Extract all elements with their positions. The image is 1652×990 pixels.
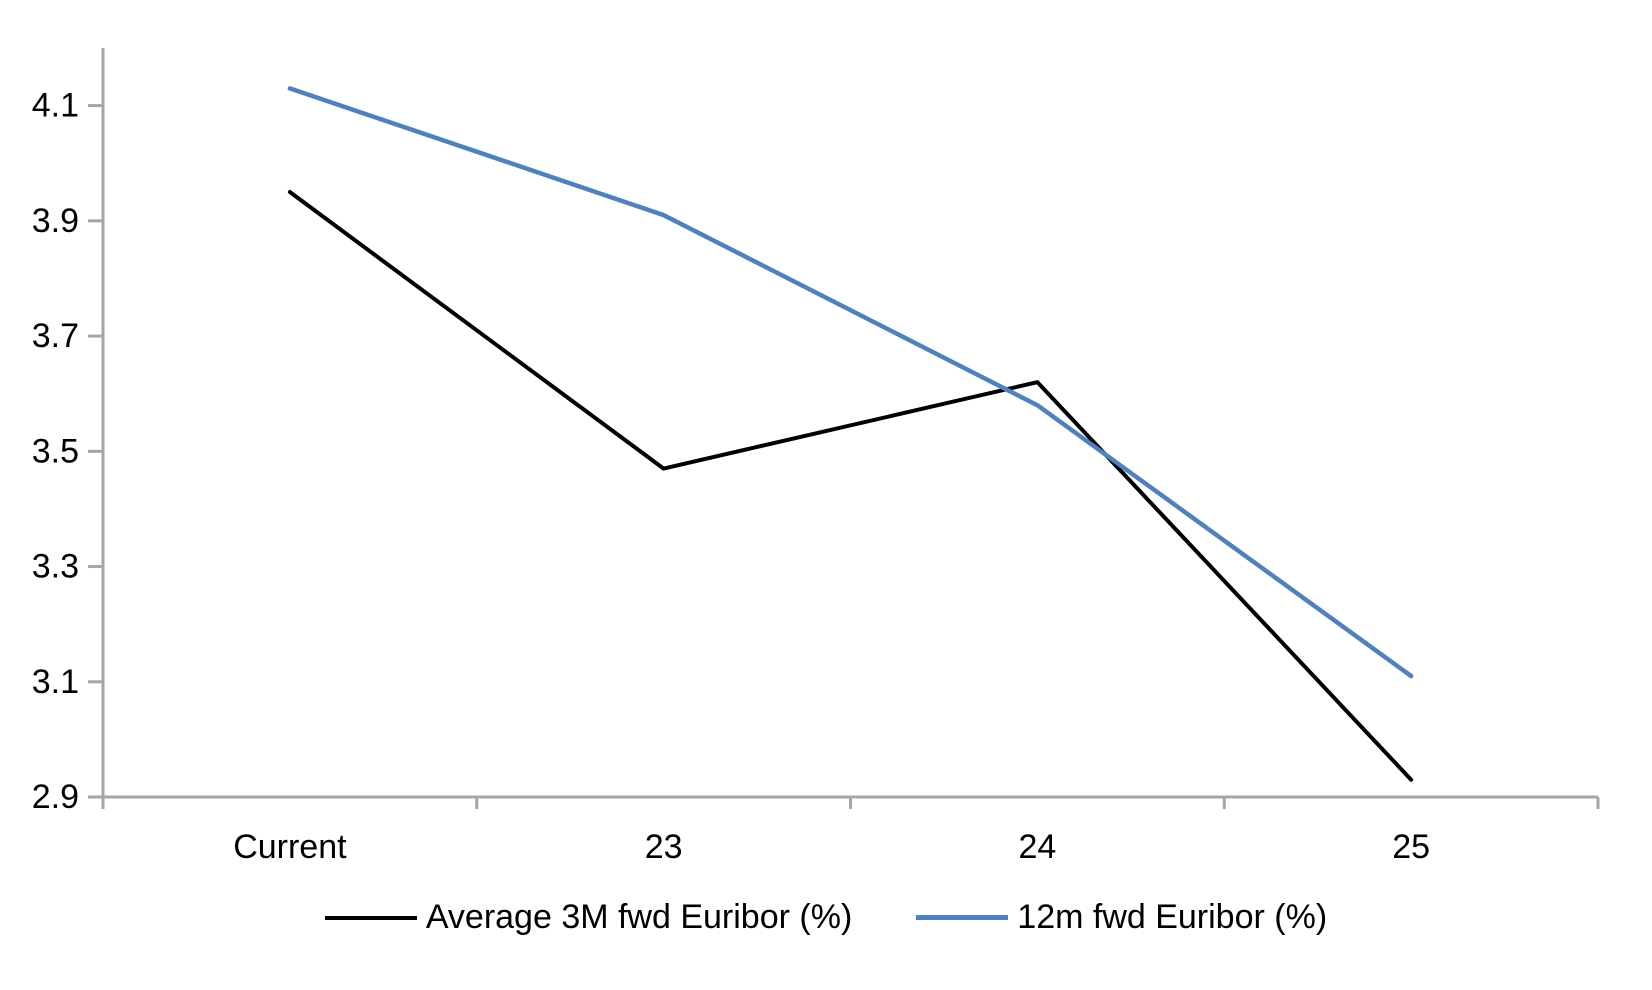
y-tick-label: 3.5	[32, 432, 79, 470]
x-category-label-current: Current	[233, 828, 347, 866]
legend-item-average-3m-fwd-euribor: Average 3M fwd Euribor (%)	[324, 898, 853, 937]
legend-swatch-average-3m-fwd-euribor	[324, 915, 417, 920]
legend-item-12m-fwd-euribor: 12m fwd Euribor (%)	[916, 898, 1327, 937]
x-category-label-23: 23	[645, 828, 683, 866]
chart-legend: Average 3M fwd Euribor (%) 12m fwd Eurib…	[0, 898, 1652, 937]
legend-swatch-12m-fwd-euribor	[916, 915, 1009, 920]
x-category-label-25: 25	[1392, 828, 1430, 866]
legend-label-12m-fwd-euribor: 12m fwd Euribor (%)	[1017, 898, 1328, 936]
y-tick-label: 4.1	[32, 87, 79, 125]
y-tick-label: 3.3	[32, 548, 79, 586]
y-tick-label: 3.7	[32, 317, 79, 355]
y-tick-label: 3.1	[32, 663, 79, 701]
legend-label-average-3m-fwd-euribor: Average 3M fwd Euribor (%)	[425, 898, 853, 936]
series-line-average-3m-fwd-euribor	[287, 190, 1414, 782]
x-category-label-24: 24	[1018, 828, 1056, 866]
series-line-12m-fwd-euribor	[287, 86, 1414, 679]
y-tick-label: 3.9	[32, 202, 79, 240]
y-tick-label: 2.9	[32, 778, 79, 816]
